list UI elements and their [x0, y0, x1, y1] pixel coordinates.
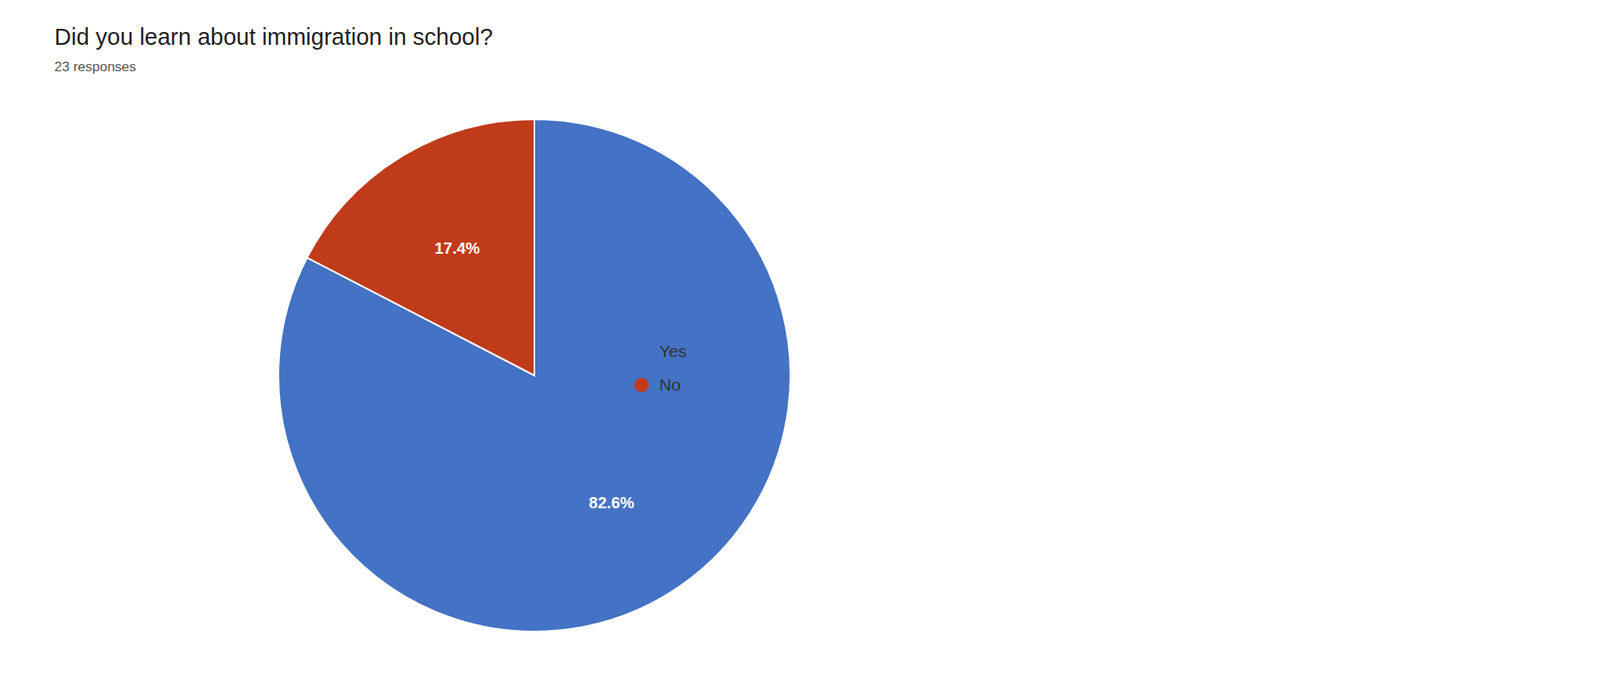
- html-text:Yes: Yes: [659, 341, 687, 360]
- svg-text:82.6%: 82.6%: [588, 493, 635, 512]
- html-text:No: No: [659, 375, 681, 394]
- html-text:Did you learn about immigratio: Did you learn about immigration in schoo…: [54, 24, 493, 50]
- svg-text:17.4%: 17.4%: [434, 239, 480, 257]
- html-text:23 responses: 23 responses: [54, 59, 137, 75]
